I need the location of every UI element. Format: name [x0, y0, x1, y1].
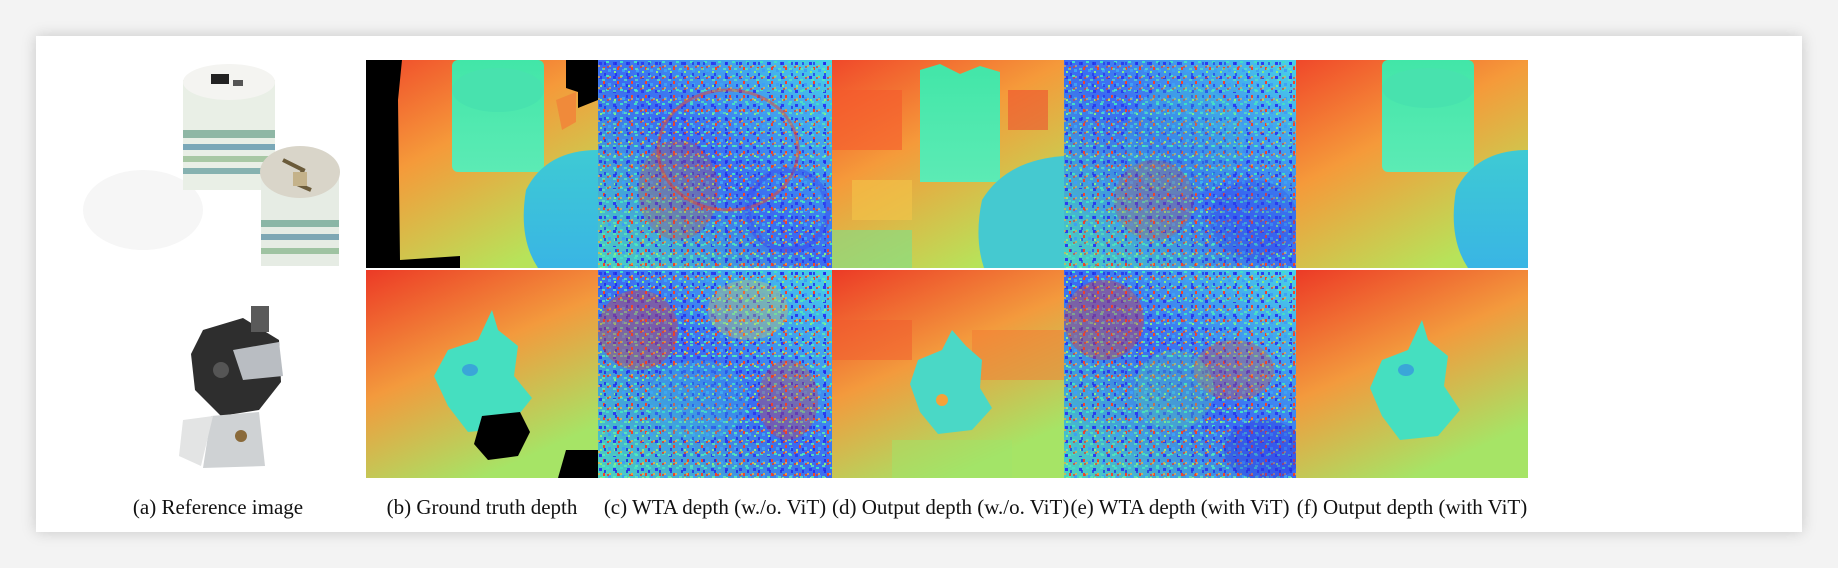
- ground-truth-depth-cups: [366, 60, 598, 268]
- output-depth-with-vit-kettle: [1296, 270, 1528, 478]
- caption-wta-depth-with-vit: (e) WTA depth (with ViT): [1070, 495, 1290, 519]
- reference-image-kettle: [83, 270, 353, 478]
- output-depth-without-vit-kettle: [832, 270, 1064, 478]
- caption-wta-depth-without-vit: (c) WTA depth (w./o. ViT): [603, 495, 827, 519]
- wta-depth-without-vit-cups: [598, 60, 832, 268]
- reference-image-cups: [83, 60, 353, 268]
- output-depth-without-vit-cups: [832, 60, 1064, 268]
- figure-card: (a) Reference image (b) Ground truth dep…: [36, 36, 1802, 532]
- caption-ground-truth-depth: (b) Ground truth depth: [386, 495, 578, 519]
- caption-reference-image: (a) Reference image: [132, 495, 304, 519]
- output-depth-with-vit-cups: [1296, 60, 1528, 268]
- ground-truth-depth-kettle: [366, 270, 598, 478]
- wta-depth-without-vit-kettle: [598, 270, 832, 478]
- caption-output-depth-with-vit: (f) Output depth (with ViT): [1296, 495, 1528, 519]
- wta-depth-with-vit-cups: [1064, 60, 1296, 268]
- wta-depth-with-vit-kettle: [1064, 270, 1296, 478]
- caption-output-depth-without-vit: (d) Output depth (w./o. ViT): [832, 495, 1070, 519]
